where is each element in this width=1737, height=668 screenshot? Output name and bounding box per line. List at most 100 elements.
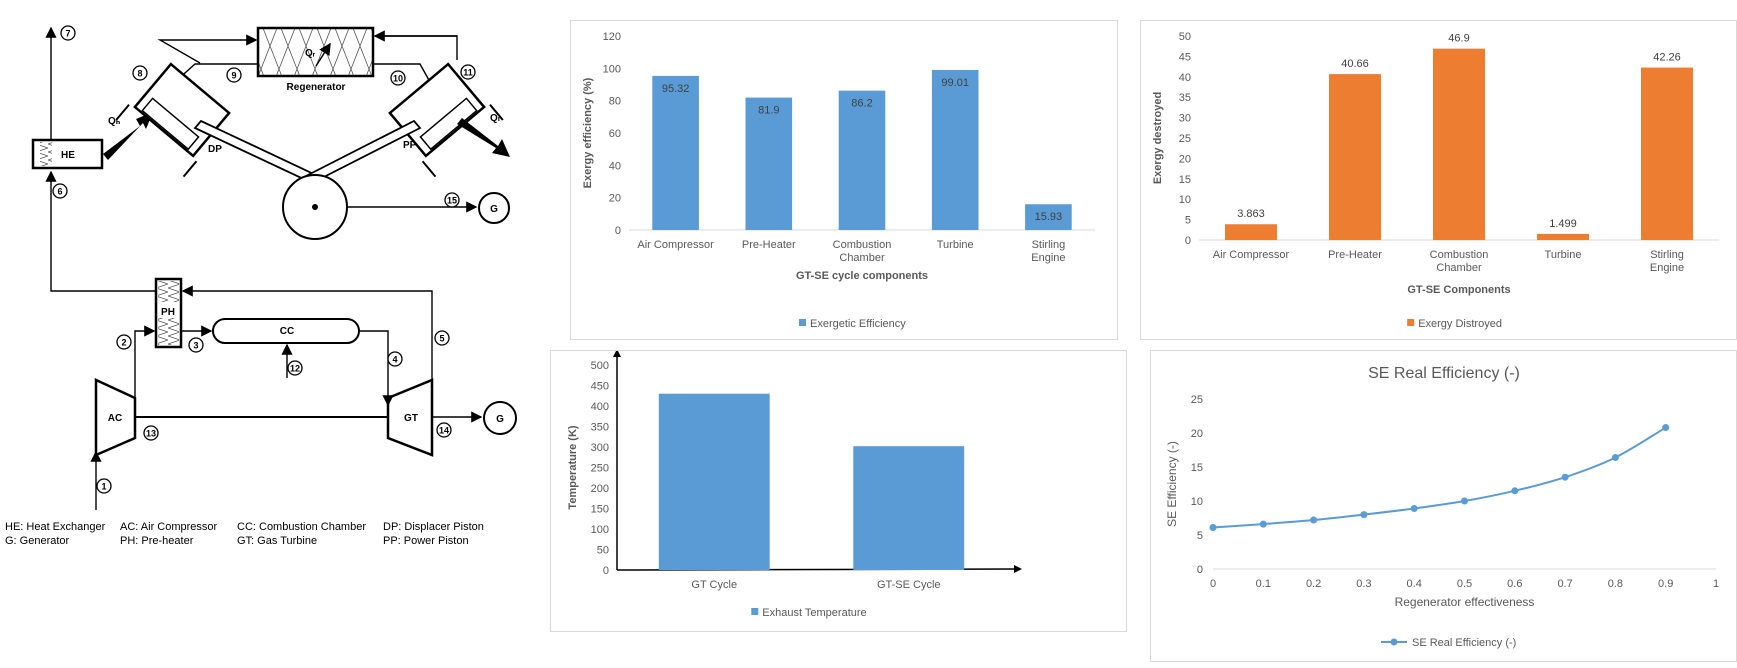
y-tick-label: 250 (591, 463, 609, 475)
qr-arrow (315, 42, 331, 67)
x-tick-label: 0 (1210, 578, 1216, 590)
x-tick-label: 0.4 (1407, 578, 1422, 590)
legend-pp: PP: Power Piston (383, 535, 469, 547)
data-label-1: 81.9 (758, 105, 779, 117)
ph-label: PH (161, 307, 175, 318)
exergy-efficiency-chart-frame: 0 20 40 60 80 100 120 95.32 Air Compressor 81.9 Pr… (570, 20, 1118, 340)
data-label-0: 3.863 (1237, 208, 1265, 220)
bar-1 (1329, 74, 1381, 240)
y-tick-label: 15 (1179, 174, 1191, 186)
x-tick-label-2: Combustion Chamber (833, 239, 892, 264)
state-marker-11 (460, 64, 476, 80)
state-label-14: 14 (439, 426, 449, 436)
legend-swatch (799, 319, 806, 326)
data-point-7 (1561, 473, 1569, 481)
y-tick-label: 15 (1191, 462, 1203, 474)
bar-3 (931, 69, 979, 230)
y-tick-label: 450 (591, 381, 609, 393)
ql-label: Qₗ (490, 113, 500, 124)
legend-cc: CC: Combustion Chamber (237, 521, 366, 533)
state-label-15: 15 (447, 196, 457, 206)
data-label-3: 99.01 (941, 77, 969, 89)
data-point-0 (1209, 524, 1217, 532)
data-label-3: 1.499 (1549, 218, 1577, 230)
he-label: HE (61, 150, 75, 161)
cc-label: CC (280, 326, 294, 337)
y-tick-label: 0 (1185, 235, 1191, 247)
state-marker-3 (188, 337, 204, 353)
y-tick-label: 0 (1197, 564, 1203, 576)
state-label-11: 11 (463, 68, 473, 78)
data-point-2 (1310, 516, 1318, 524)
stream-6 (45, 170, 167, 292)
y-tick-label: 20 (1179, 153, 1191, 165)
state-marker-9 (226, 67, 242, 83)
compressor (94, 378, 137, 457)
bar-3 (1537, 233, 1589, 240)
regenerator-box (256, 26, 375, 78)
ac-label: AC (108, 413, 122, 424)
state-marker-13 (143, 425, 159, 441)
y-tick-label: 45 (1179, 51, 1191, 63)
y-tick-label: 50 (597, 545, 609, 557)
y-axis-arrow (613, 349, 621, 357)
state-label-12: 12 (290, 364, 300, 374)
pp-rod (304, 119, 422, 185)
x-axis-title: GT-SE Components (1407, 284, 1510, 296)
stream-11 (375, 35, 458, 60)
bar-2 (838, 90, 886, 230)
legend-g: G: Generator (5, 535, 70, 547)
state-label-10: 10 (393, 74, 403, 84)
bar-0 (652, 75, 699, 230)
legend-label: Exergy Distroyed (1418, 318, 1502, 330)
chart-title: SE Real Efficiency (-) (1368, 365, 1520, 382)
bar-4 (1641, 67, 1693, 241)
y-axis-title: Temperature (K) (567, 425, 579, 509)
state-marker-8 (132, 65, 148, 81)
generator-2-label: G (490, 204, 498, 215)
state-label-7: 7 (65, 29, 70, 39)
x-tick-label-0: Air Compressor (1213, 249, 1290, 261)
legend-he: HE: Heat Exchanger (5, 521, 106, 533)
stream-2 (134, 325, 156, 398)
x-tick-label: 0.8 (1608, 578, 1623, 590)
y-tick-label: 10 (1191, 496, 1203, 508)
state-label-9: 9 (231, 71, 236, 81)
x-tick-label: 0.6 (1507, 578, 1522, 590)
state-marker-14 (436, 422, 452, 438)
x-axis-title: GT-SE cycle components (796, 270, 928, 282)
stream-4 (359, 330, 394, 407)
x-tick-label-0: GT Cycle (691, 579, 737, 591)
flywheel-hub (312, 204, 318, 210)
state-marker-12 (287, 360, 303, 376)
state-marker-10 (390, 70, 406, 86)
y-tick-label: 60 (609, 128, 621, 140)
y-tick-label: 0 (615, 225, 621, 237)
x-tick-label: 0.7 (1557, 578, 1572, 590)
y-tick-label: 20 (609, 193, 621, 205)
qr-label: Qᵣ (305, 48, 316, 59)
y-tick-label: 50 (1179, 31, 1191, 43)
y-tick-label: 200 (591, 483, 609, 495)
state-label-3: 3 (193, 341, 198, 351)
y-tick-label: 5 (1197, 530, 1203, 542)
state-label-8: 8 (137, 69, 142, 79)
data-label-4: 42.26 (1653, 52, 1681, 64)
legend-ph: PH: Pre-heater (120, 535, 194, 547)
exergy-destroyed-chart-frame: 0 5 10 15 20 25 30 35 40 45 50 3.863 Air Compressor 4… (1140, 20, 1737, 340)
y-tick-label: 25 (1191, 394, 1203, 406)
state-marker-5 (434, 330, 450, 346)
y-tick-label: 20 (1191, 428, 1203, 440)
data-point-8 (1611, 453, 1619, 461)
dp-label: DP (208, 144, 222, 155)
data-label-2: 46.9 (1448, 33, 1469, 45)
data-point-6 (1511, 487, 1519, 495)
state-marker-6 (52, 183, 68, 199)
y-tick-label: 300 (591, 442, 609, 454)
legend-label: Exhaust Temperature (762, 607, 866, 619)
y-tick-label: 0 (603, 565, 609, 577)
qh-label: Qₕ (108, 116, 121, 127)
legend-gt: GT: Gas Turbine (237, 535, 317, 547)
y-tick-label: 500 (591, 360, 609, 372)
state-label-2: 2 (121, 338, 126, 348)
